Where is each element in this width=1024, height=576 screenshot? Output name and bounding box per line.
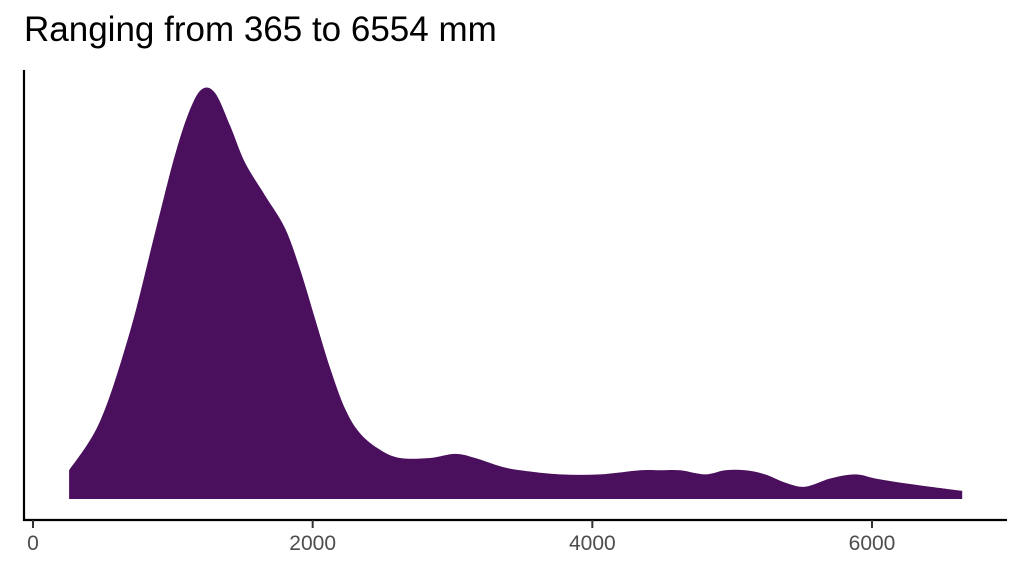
x-axis-ticks [32,520,873,528]
x-tick-label: 6000 [848,532,896,555]
density-area [69,87,963,500]
chart-title: Ranging from 365 to 6554 mm [24,10,497,49]
x-tick-label: 4000 [568,532,616,555]
x-tick-label: 2000 [289,532,337,555]
x-tick-label: 0 [27,532,39,555]
